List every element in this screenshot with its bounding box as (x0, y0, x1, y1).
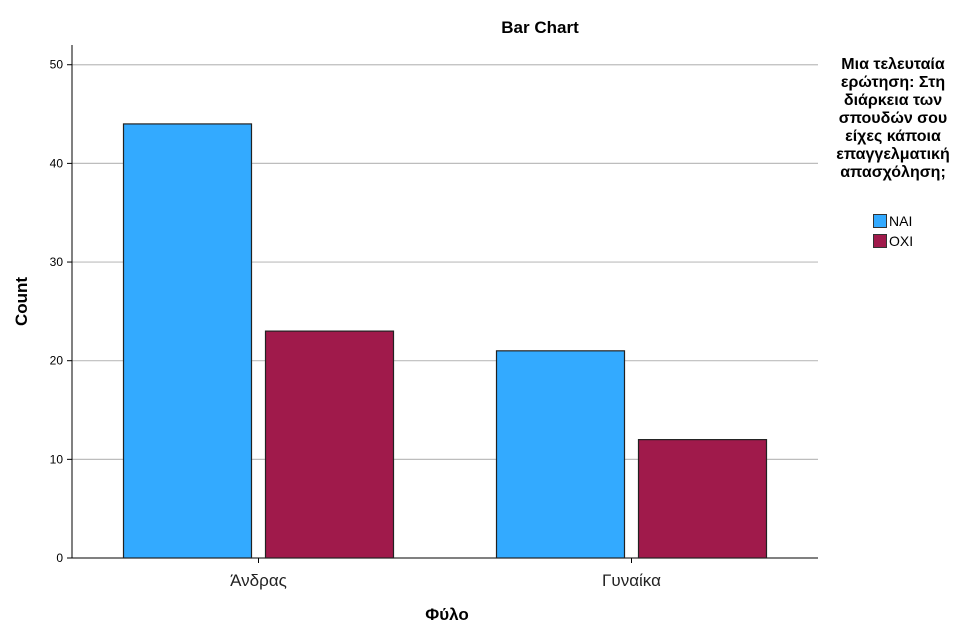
bar (264, 330, 395, 559)
legend-title-line: σπουδών σου (838, 110, 948, 127)
x-axis-title: Φύλο (425, 605, 468, 624)
legend-title-line: διάρκεια των (843, 92, 943, 109)
legend-swatch-oxi (873, 234, 887, 248)
legend-title-line: είχες κάποια (845, 128, 941, 145)
y-tick-label: 40 (50, 156, 64, 170)
y-tick-label: 0 (56, 551, 63, 565)
legend-label-nai: ΝΑΙ (889, 213, 913, 229)
legend-title-line: απασχόληση; (840, 164, 946, 181)
chart-title: Bar Chart (501, 18, 579, 37)
bar (495, 350, 626, 559)
legend-title-line: ερώτηση: Στη (840, 74, 946, 91)
y-axis-title: Count (12, 277, 31, 326)
legend-title-line: Μια τελευταία (841, 56, 945, 73)
legend: ΝΑΙ ΟΧΙ (873, 211, 913, 251)
legend-item-oxi: ΟΧΙ (873, 231, 913, 251)
bar (122, 123, 253, 559)
legend-title: Μια τελευταία ερώτηση: Στη διάρκεια των … (818, 56, 968, 182)
legend-label-oxi: ΟΧΙ (889, 233, 914, 249)
legend-swatch-nai (873, 214, 887, 228)
y-tick-label: 10 (50, 452, 64, 466)
x-tick-label: Άνδρας (230, 571, 287, 590)
x-tick-label: Γυναίκα (602, 571, 661, 590)
y-tick-label: 30 (50, 255, 64, 269)
legend-item-nai: ΝΑΙ (873, 211, 913, 231)
bar (637, 439, 768, 559)
y-tick-label: 20 (50, 354, 64, 368)
y-tick-label: 50 (50, 58, 64, 72)
legend-title-line: επαγγελματική (836, 146, 950, 163)
